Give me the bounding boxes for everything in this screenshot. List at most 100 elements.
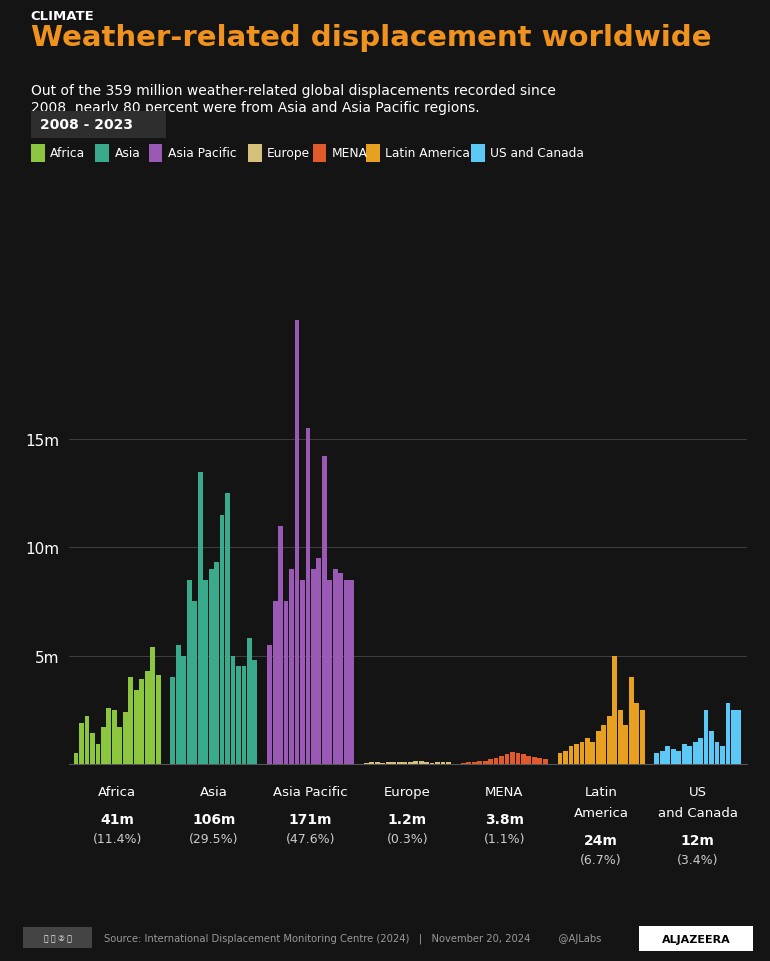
Bar	[607, 717, 611, 764]
Text: MENA: MENA	[485, 785, 524, 799]
Bar	[129, 678, 133, 764]
Text: US: US	[689, 785, 707, 799]
Bar	[242, 667, 246, 764]
Bar	[709, 731, 714, 764]
Text: 1.2m: 1.2m	[388, 812, 427, 826]
Text: Ⓒ Ⓖ ② Ⓘ: Ⓒ Ⓖ ② Ⓘ	[44, 933, 72, 943]
Bar	[333, 569, 338, 764]
Bar	[676, 752, 681, 764]
Bar	[112, 710, 117, 764]
Bar	[623, 726, 628, 764]
Bar	[230, 656, 236, 764]
Text: Out of the 359 million weather-related global displacements recorded since: Out of the 359 million weather-related g…	[31, 84, 556, 98]
Text: 2008 - 2023: 2008 - 2023	[40, 118, 133, 132]
Bar	[537, 758, 542, 764]
Bar	[654, 753, 659, 764]
Bar	[338, 574, 343, 764]
Text: ALJAZEERA: ALJAZEERA	[661, 934, 731, 944]
Text: CLIMATE: CLIMATE	[31, 10, 95, 23]
Bar	[504, 754, 510, 764]
Text: US and Canada: US and Canada	[490, 147, 584, 160]
Bar	[295, 321, 300, 764]
Bar	[344, 580, 349, 764]
Bar	[278, 527, 283, 764]
Text: (6.7%): (6.7%)	[581, 853, 622, 867]
Bar	[596, 731, 601, 764]
Text: Latin America: Latin America	[385, 147, 470, 160]
Bar	[413, 761, 418, 764]
Bar	[219, 515, 225, 764]
Bar	[601, 726, 606, 764]
Bar	[350, 580, 354, 764]
Bar	[236, 667, 241, 764]
Bar	[106, 707, 112, 764]
Bar	[467, 762, 471, 764]
Bar	[139, 679, 144, 764]
Bar	[640, 710, 644, 764]
Bar	[403, 762, 407, 764]
Text: MENA: MENA	[332, 147, 368, 160]
Text: 3.8m: 3.8m	[485, 812, 524, 826]
Text: Africa: Africa	[50, 147, 85, 160]
Bar	[267, 645, 272, 764]
Bar	[460, 763, 466, 764]
Text: 41m: 41m	[100, 812, 134, 826]
Bar	[273, 602, 277, 764]
Text: (47.6%): (47.6%)	[286, 832, 336, 846]
Bar	[209, 569, 213, 764]
Bar	[203, 580, 208, 764]
Bar	[725, 703, 731, 764]
Bar	[170, 678, 176, 764]
Text: Asia: Asia	[200, 785, 228, 799]
Bar	[671, 749, 675, 764]
Bar	[720, 747, 725, 764]
Text: America: America	[574, 806, 628, 820]
Bar	[557, 753, 562, 764]
Bar	[289, 569, 294, 764]
Bar	[516, 753, 521, 764]
Bar	[698, 738, 703, 764]
Text: (3.4%): (3.4%)	[677, 853, 718, 867]
Bar	[419, 761, 424, 764]
Text: 12m: 12m	[681, 833, 715, 848]
Text: Asia: Asia	[115, 147, 140, 160]
Bar	[543, 759, 547, 764]
Bar	[612, 656, 617, 764]
Text: Europe: Europe	[384, 785, 431, 799]
Bar	[591, 742, 595, 764]
Bar	[568, 747, 574, 764]
Bar	[187, 580, 192, 764]
Bar	[225, 494, 230, 764]
Bar	[300, 580, 305, 764]
Bar	[408, 762, 413, 764]
Text: Weather-related displacement worldwide: Weather-related displacement worldwide	[31, 24, 711, 52]
Bar	[192, 602, 197, 764]
Text: Asia Pacific: Asia Pacific	[168, 147, 236, 160]
Bar	[494, 758, 498, 764]
Bar	[253, 660, 257, 764]
Bar	[176, 645, 181, 764]
Bar	[634, 703, 639, 764]
Bar	[79, 723, 84, 764]
Bar	[380, 763, 385, 764]
Bar	[90, 734, 95, 764]
Text: 2008, nearly 80 percent were from Asia and Asia Pacific regions.: 2008, nearly 80 percent were from Asia a…	[31, 101, 480, 115]
Bar	[521, 754, 526, 764]
Bar	[95, 745, 100, 764]
Bar	[736, 710, 742, 764]
Text: 24m: 24m	[584, 833, 618, 848]
Bar	[150, 648, 155, 764]
Bar	[629, 678, 634, 764]
Text: (11.4%): (11.4%)	[92, 832, 142, 846]
Text: (0.3%): (0.3%)	[387, 832, 428, 846]
Bar	[145, 671, 149, 764]
Text: Latin: Latin	[584, 785, 618, 799]
Bar	[74, 753, 79, 764]
Bar	[322, 457, 326, 764]
Bar	[660, 752, 665, 764]
Bar	[156, 676, 160, 764]
Bar	[665, 747, 670, 764]
Bar	[715, 742, 719, 764]
Bar	[316, 558, 321, 764]
Bar	[618, 710, 623, 764]
